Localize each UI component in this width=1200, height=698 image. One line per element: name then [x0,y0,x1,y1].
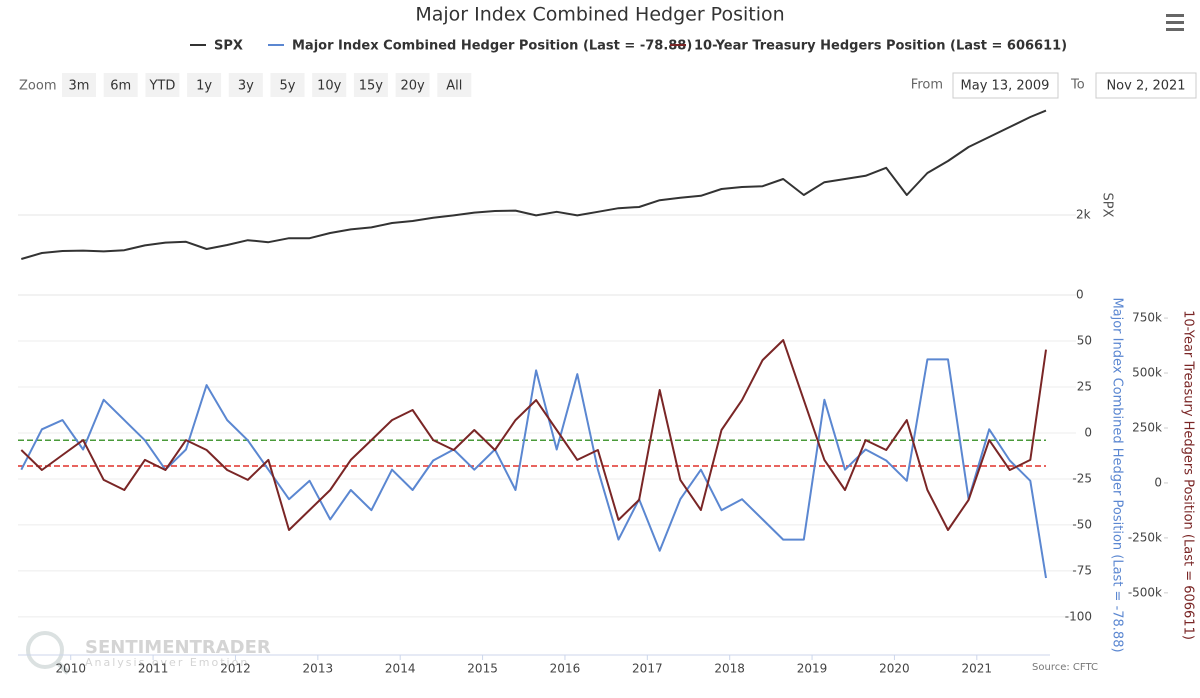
y-tick-label: -50 [1072,517,1092,531]
zoom-button[interactable]: 3m [69,79,90,94]
source: Source: CFTC [1032,662,1098,673]
zoom-button-bg[interactable] [312,73,347,97]
zoom-label: Zoom [19,79,56,94]
watermark-tagline: Analysis over Emotion [85,656,249,669]
y2-tick-label: -250k [1128,530,1162,544]
y3-tick-label: 2k [1076,208,1091,222]
zoom-button-bg[interactable] [270,73,305,97]
from-label: From [911,78,943,93]
x-tick-label: 2011 [138,662,169,676]
zoom-button[interactable]: 3y [238,79,254,94]
watermark-icon [26,631,70,675]
zoom-button-bg[interactable] [395,73,430,97]
x-tick-label: 2020 [879,662,910,676]
zoom-button[interactable]: 10y [317,79,342,94]
zoom-button-bg[interactable] [145,73,180,97]
y-tick-label: -75 [1072,563,1092,577]
zoom-button[interactable]: 1y [196,79,212,94]
y2-tick-label: 750k [1132,311,1162,325]
zoom-button[interactable]: YTD [148,79,175,94]
y2-tick-label: 250k [1132,420,1162,434]
series-line [21,109,1047,260]
zoom-button-bg[interactable] [187,73,222,97]
to-input-box[interactable] [1095,72,1197,99]
legend-label[interactable]: 10-Year Treasury Hedgers Position (Last … [694,39,1067,54]
zoom-button[interactable]: 6m [110,79,131,94]
y2-tick-label: 500k [1132,366,1162,380]
x-tick-label: 2013 [303,662,334,676]
zoom-button-bg[interactable] [353,73,388,97]
x-tick-label: 2014 [385,662,416,676]
zoom-button[interactable]: All [446,79,462,94]
y2-tick-label: 0 [1154,475,1162,489]
zoom-button[interactable]: 15y [359,79,384,94]
zoom-button[interactable]: 20y [400,79,425,94]
series-line [20,358,1047,579]
zoom-button-bg[interactable] [437,73,472,97]
y-tick-label: -100 [1065,609,1092,623]
x-tick-label: 2017 [632,662,663,676]
zoom-button-bg[interactable] [103,73,138,97]
y2-tick-label: -500k [1128,585,1162,599]
zoom-button[interactable]: 5y [280,79,296,94]
x-tick-label: 2016 [550,662,581,676]
x-tick-label: 2010 [55,662,86,676]
y-tick-label: -25 [1072,471,1092,485]
zoom-button-bg[interactable] [62,73,96,97]
legend-label[interactable]: SPX [214,39,243,54]
menu-icon[interactable] [1166,14,1184,31]
y-tick-label: 50 [1077,333,1092,347]
x-tick-label: 2021 [962,662,993,676]
axis-title: 10-Year Treasury Hedgers Position (Last … [1181,310,1196,640]
x-tick-label: 2019 [797,662,828,676]
to-input[interactable]: Nov 2, 2021 [1106,79,1185,94]
axis-title: Major Index Combined Hedger Position (La… [1110,297,1125,652]
watermark: SENTIMENTRADER [85,637,271,658]
x-tick-label: 2018 [714,662,745,676]
y3-tick-label: 0 [1076,288,1084,302]
y-tick-label: 25 [1077,379,1092,393]
y-tick-label: 0 [1084,425,1092,439]
series-line [20,339,1047,531]
zoom-button-bg[interactable] [228,73,263,97]
chart-title: Major Index Combined Hedger Position [415,4,784,26]
from-input[interactable]: May 13, 2009 [961,79,1050,94]
to-label: To [1070,78,1085,93]
from-input-box[interactable] [952,72,1059,99]
x-tick-label: 2012 [220,662,251,676]
x-tick-label: 2015 [467,662,498,676]
legend-label[interactable]: Major Index Combined Hedger Position (La… [292,39,692,54]
axis-title: SPX [1100,193,1115,218]
